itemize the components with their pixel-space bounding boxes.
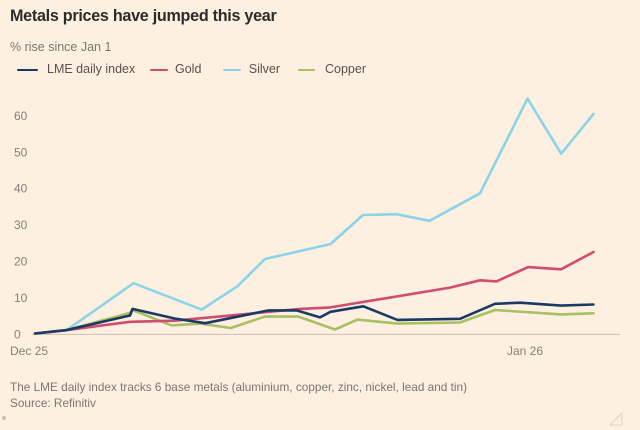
- svg-text:50: 50: [14, 145, 28, 159]
- svg-text:Jan 26: Jan 26: [507, 344, 543, 358]
- svg-text:30: 30: [14, 218, 28, 232]
- svg-text:20: 20: [14, 255, 28, 269]
- svg-text:60: 60: [14, 109, 28, 123]
- svg-text:0: 0: [14, 328, 21, 342]
- svg-text:Dec 25: Dec 25: [10, 344, 48, 358]
- svg-text:40: 40: [14, 182, 28, 196]
- svg-text:10: 10: [14, 291, 28, 305]
